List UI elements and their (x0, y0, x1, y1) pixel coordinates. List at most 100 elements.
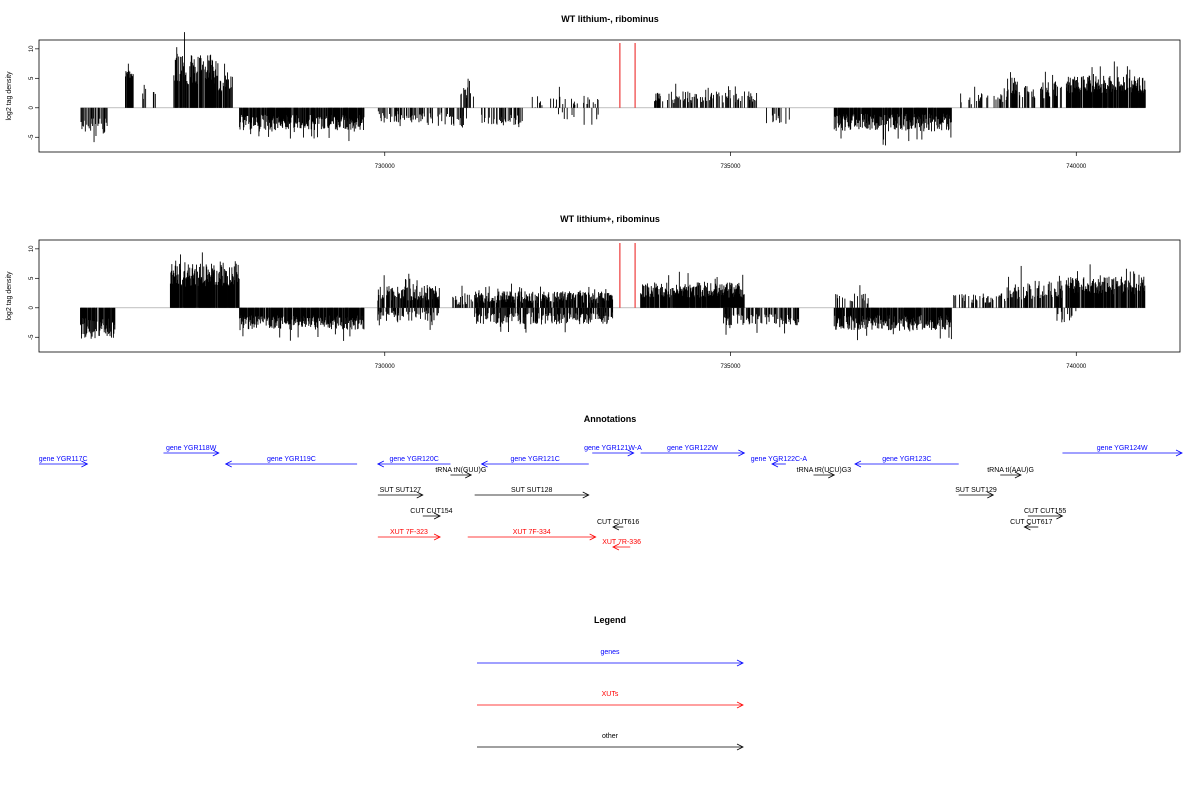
legend-item: other (477, 733, 744, 751)
annotation-feature: gene YGR121W-A (584, 445, 642, 457)
track-panel-lithium-plus: WT lithium+, ribominus log2 tag density … (6, 214, 1181, 370)
legend-label: XUTs (602, 691, 619, 698)
feature-arrow-head (612, 523, 620, 531)
x-axis: 730000 735000 740000 (375, 152, 1087, 170)
annotation-feature: XUT 7R-336 (602, 539, 641, 551)
annotation-feature: tRNA tN(GUU)G (435, 467, 486, 479)
y-tick-label: 5 (29, 76, 35, 80)
feature-arrow-head (81, 460, 89, 468)
plot-frame (38, 239, 1181, 353)
feature-label: gene YGR121C (511, 456, 560, 463)
feature-arrow-head (416, 491, 424, 499)
feature-arrow-head (1175, 449, 1183, 457)
y-tick-label: 10 (29, 245, 35, 252)
feature-arrow-head (433, 512, 441, 520)
feature-label: SUT SUT128 (511, 487, 553, 494)
feature-arrow-head (582, 491, 590, 499)
track-panel-lithium-minus: WT lithium-, ribominus log2 tag density … (6, 14, 1181, 170)
feature-label: CUT CUT155 (1024, 508, 1066, 515)
feature-arrow-head (1023, 523, 1031, 531)
x-tick-label: 735000 (720, 164, 741, 170)
annotation-feature: tRNA tI(AAU)G (987, 467, 1034, 479)
feature-label: gene YGR119C (267, 456, 316, 463)
y-tick-label: 0 (29, 305, 35, 309)
annotation-feature: CUT CUT617 (1010, 519, 1053, 531)
annotation-feature: XUT 7F-334 (467, 529, 597, 541)
panel-title: WT lithium-, ribominus (561, 14, 659, 24)
y-axis: 10 5 0 -5 (29, 45, 39, 140)
annotation-feature: tRNA tR(UCU)G3 (797, 467, 851, 479)
feature-arrow-head (480, 460, 488, 468)
y-axis: 10 5 0 -5 (29, 245, 39, 340)
feature-label: gene YGR122C-A (751, 456, 808, 463)
feature-arrow-head (1014, 471, 1022, 479)
feature-label: gene YGR123C (882, 456, 931, 463)
feature-label: gene YGR121W-A (584, 445, 642, 452)
feature-arrow-head (224, 460, 232, 468)
feature-label: gene YGR122W (667, 445, 718, 452)
feature-label: gene YGR117C (39, 456, 88, 463)
feature-label: gene YGR120C (389, 456, 438, 463)
feature-label: XUT 7F-323 (390, 529, 428, 536)
x-tick-label: 740000 (1066, 364, 1087, 370)
feature-arrow-head (433, 533, 441, 541)
y-tick-label: 10 (29, 45, 35, 52)
legend-title: Legend (594, 615, 626, 625)
legend: Legend genes XUTs other (477, 615, 744, 751)
feature-label: XUT 7R-336 (602, 539, 641, 546)
signal-bars (80, 32, 1146, 146)
feature-label: CUT CUT616 (597, 519, 639, 526)
annotation-feature: gene YGR124W (1062, 445, 1183, 457)
feature-label: tRNA tI(AAU)G (987, 467, 1034, 474)
feature-arrow-head (627, 449, 635, 457)
annotation-feature: CUT CUT616 (597, 519, 639, 531)
feature-arrow-head (465, 471, 473, 479)
x-tick-label: 735000 (720, 364, 741, 370)
feature-label: SUT SUT129 (955, 487, 997, 494)
feature-arrow-head (828, 471, 836, 479)
annotation-feature: SUT SUT128 (474, 487, 590, 499)
legend-arrow-head (736, 659, 744, 667)
y-tick-label: 5 (29, 276, 35, 280)
annotation-feature: gene YGR118W (163, 445, 220, 457)
feature-arrow-head (612, 543, 620, 551)
x-tick-label: 730000 (375, 364, 396, 370)
plot-frame (38, 39, 1181, 153)
feature-label: SUT SUT127 (380, 487, 422, 494)
x-tick-label: 730000 (375, 164, 396, 170)
feature-label: gene YGR118W (166, 445, 217, 452)
highlight-marks (619, 43, 636, 108)
feature-label: XUT 7F-334 (513, 529, 551, 536)
y-tick-label: -5 (29, 334, 35, 340)
annotation-features: gene YGR117C gene YGR118W gene YGR119C gene… (39, 445, 1183, 551)
x-axis: 730000 735000 740000 (375, 352, 1087, 370)
y-tick-label: -5 (29, 134, 35, 140)
feature-arrow-head (376, 460, 385, 468)
legend-item: genes (477, 649, 744, 667)
feature-label: CUT CUT617 (1010, 519, 1052, 526)
highlight-marks (619, 243, 636, 308)
annotation-feature: gene YGR123C (854, 456, 959, 468)
annotation-feature: SUT SUT127 (377, 487, 424, 499)
feature-arrow-head (854, 460, 862, 468)
signal-bars (80, 252, 1146, 341)
annotation-feature: gene YGR117C (39, 456, 89, 468)
legend-item: XUTs (477, 691, 744, 709)
x-tick-label: 740000 (1066, 164, 1087, 170)
legend-arrow-head (736, 743, 744, 751)
annotation-feature: gene YGR120C (376, 456, 451, 468)
annotation-feature: CUT CUT155 (1024, 508, 1066, 520)
feature-label: tRNA tN(GUU)G (435, 467, 486, 474)
legend-label: genes (600, 649, 620, 656)
feature-arrow-head (1056, 512, 1064, 520)
y-axis-label: log2 tag density (6, 71, 13, 121)
legend-items: genes XUTs other (477, 649, 744, 751)
legend-label: other (602, 733, 619, 740)
y-axis-label: log2 tag density (6, 271, 13, 321)
feature-arrow-head (738, 449, 746, 457)
panel-title: WT lithium+, ribominus (560, 214, 660, 224)
annotation-feature: gene YGR119C (224, 456, 358, 468)
legend-arrow-head (736, 701, 744, 709)
feature-arrow-head (589, 533, 597, 541)
